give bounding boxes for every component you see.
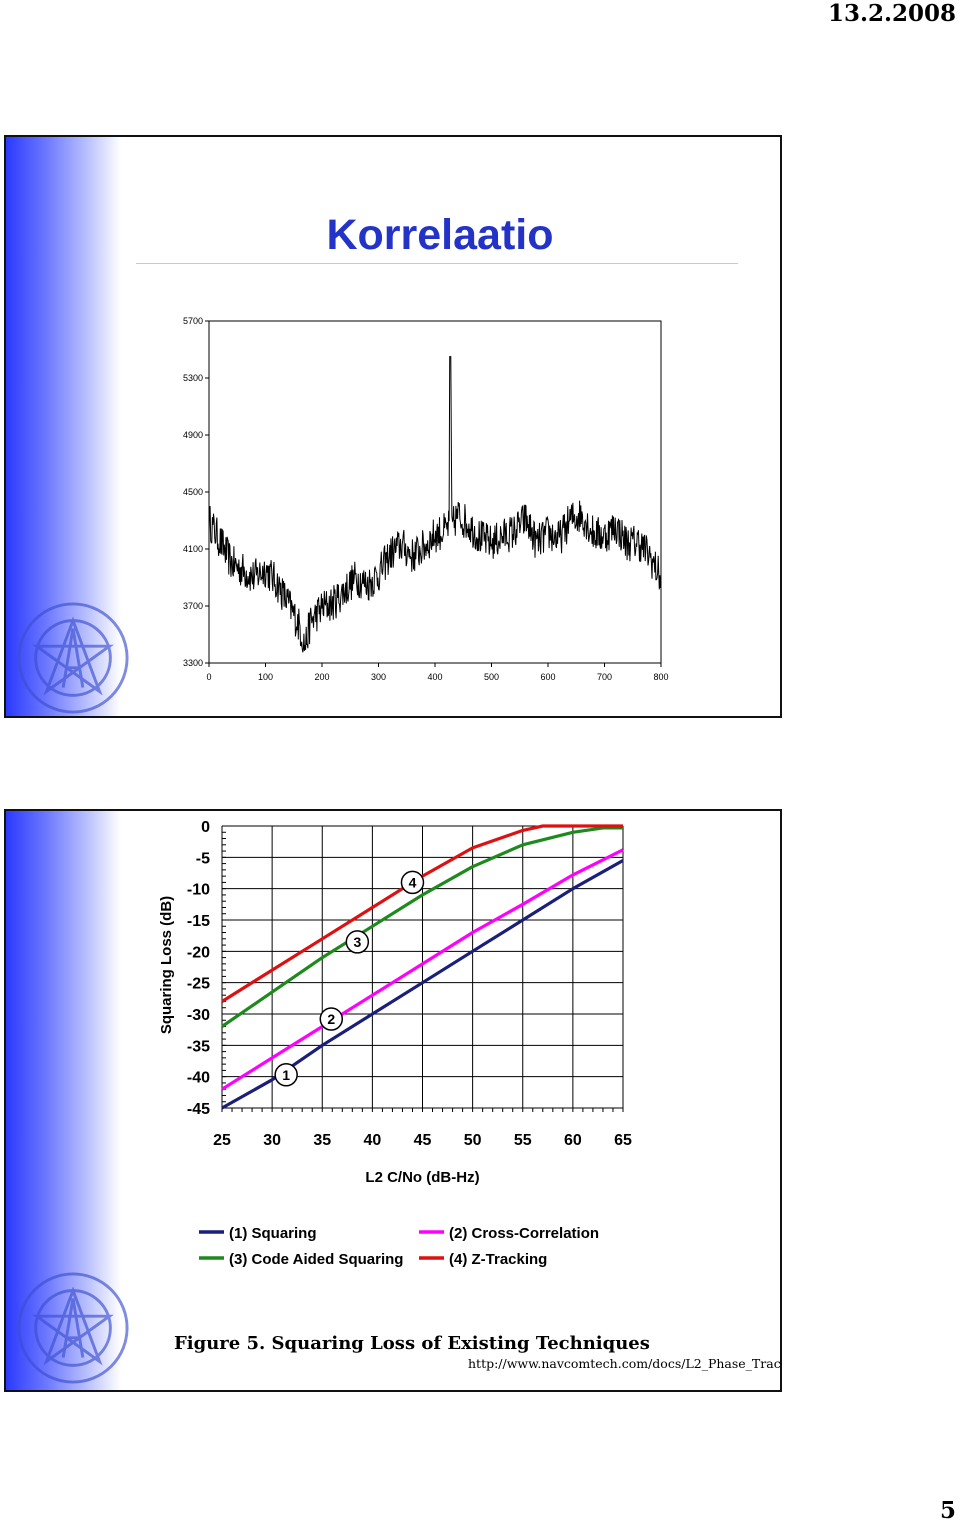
x-tick-label: 60	[564, 1132, 582, 1149]
x-tick-label: 50	[464, 1132, 482, 1149]
legend-label: (3) Code Aided Squaring	[229, 1251, 403, 1268]
correlation-chart: 3300 3700 4100 4500 4900 5300 5700 0 100 200 300 40…	[183, 316, 669, 682]
series-marker-circle	[345, 930, 370, 954]
x-tick-label: 200	[314, 672, 329, 682]
y-tick-label: 5300	[183, 373, 203, 383]
series-marker-label: 2	[327, 1011, 335, 1027]
x-tick-label: 45	[414, 1132, 432, 1149]
y-tick-label: -15	[187, 913, 210, 930]
slide-gradient-bar	[6, 137, 121, 716]
legend-label: (1) Squaring	[229, 1225, 317, 1242]
x-tick-label: 55	[514, 1132, 532, 1149]
x-tick-label: 100	[258, 672, 273, 682]
series-marker-label: 4	[409, 874, 417, 890]
x-tick-label: 25	[213, 1132, 231, 1149]
y-tick-label: 5700	[183, 316, 203, 326]
y-tick-label: 3700	[183, 601, 203, 611]
x-tick-label: 500	[484, 672, 499, 682]
slide-gradient-bar	[6, 811, 121, 1390]
plot-frame	[208, 320, 662, 664]
x-tick-label: 30	[263, 1132, 281, 1149]
x-tick-label: 40	[363, 1132, 381, 1149]
source-url[interactable]: http://www.navcomtech.com/docs/L2_Phase_…	[468, 1356, 781, 1371]
series-marker-circle	[274, 1063, 298, 1087]
title-divider	[136, 263, 738, 264]
slide-correlation: Korrelaatio 3300 3700 4100 4500 4900 5300 5700…	[4, 135, 782, 718]
geodetic-institute-seal-icon	[17, 602, 129, 714]
series-line	[221, 848, 624, 1091]
x-tick-label: 0	[206, 672, 211, 682]
y-tick-label: 4100	[183, 544, 203, 554]
x-axis-label: L2 C/No (dB-Hz)	[365, 1169, 479, 1186]
y-axis-label: Squaring Loss (dB)	[158, 896, 175, 1034]
y-tick-label: -5	[196, 850, 210, 867]
series-marker-circle	[400, 870, 425, 895]
x-tick-label: 35	[313, 1132, 331, 1149]
x-tick-label: 600	[540, 672, 555, 682]
y-tick-label: 0	[201, 819, 210, 836]
series-marker-circle	[319, 1007, 344, 1031]
y-tick-label: -25	[187, 976, 210, 993]
x-tick-label: 700	[597, 672, 612, 682]
y-tick-label: -40	[187, 1070, 210, 1087]
x-tick-label: 65	[614, 1132, 632, 1149]
y-tick-label: -20	[187, 944, 210, 961]
series-line	[221, 824, 623, 1003]
y-tick-label: -10	[187, 882, 210, 899]
geodetic-institute-seal-icon	[17, 1272, 129, 1384]
x-tick-label: 400	[427, 672, 442, 682]
series-marker-label: 3	[353, 934, 361, 950]
y-tick-label: -45	[187, 1101, 210, 1118]
correlation-series-line	[208, 356, 662, 653]
y-tick-label: 4500	[183, 487, 203, 497]
series-line	[221, 826, 623, 1028]
header-date: 13.2.2008	[827, 0, 956, 27]
x-tick-label: 800	[653, 672, 668, 682]
page-number: 5	[939, 1497, 956, 1524]
y-tick-label: -30	[187, 1007, 210, 1024]
y-tick-label: -35	[187, 1038, 210, 1055]
x-tick-label: 300	[371, 672, 386, 682]
legend-label: (2) Cross-Correlation	[449, 1225, 599, 1242]
slide-squaring-loss: 0 -5 -10 -15 -20 -25 -30 -35 -40 -45 25 30 35 40 45 50 5…	[4, 809, 782, 1392]
y-tick-label: 4900	[183, 430, 203, 440]
slide-title: Korrelaatio	[326, 211, 554, 259]
figure-caption: Figure 5. Squaring Loss of Existing Tech…	[174, 1333, 650, 1354]
y-tick-label: 3300	[183, 658, 203, 668]
legend-label: (4) Z-Tracking	[449, 1251, 547, 1268]
series-marker-label: 1	[282, 1067, 290, 1083]
